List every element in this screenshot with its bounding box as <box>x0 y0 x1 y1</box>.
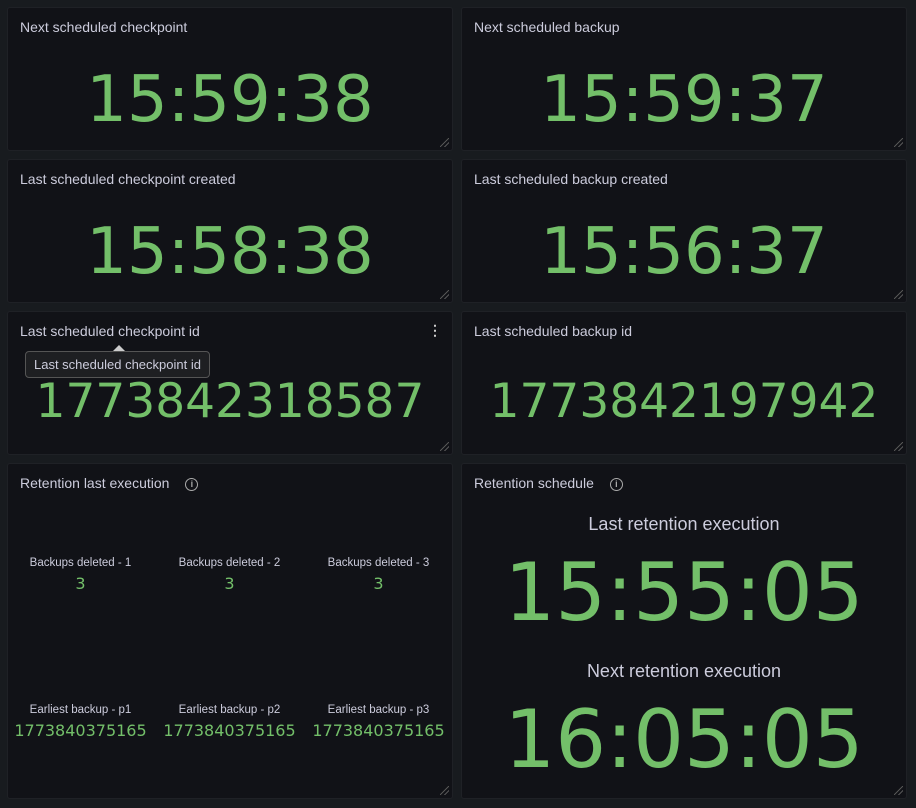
panel-last-checkpoint-id[interactable]: Last scheduled checkpoint id ⋮ Last sche… <box>7 311 453 455</box>
stat-value: 1773842197942 <box>489 374 879 429</box>
stat-cell: Backups deleted - 3 3 <box>306 557 451 593</box>
panel-title: Next scheduled backup <box>474 19 620 35</box>
panel-menu-icon[interactable]: ⋮ <box>428 322 442 338</box>
stat-value: 3 <box>373 574 384 593</box>
panel-title: Last scheduled backup created <box>474 171 668 187</box>
panel-title: Last scheduled checkpoint id <box>20 323 200 339</box>
panel-title: Last scheduled backup id <box>474 323 632 339</box>
stat-cell: Backups deleted - 1 3 <box>8 557 153 593</box>
resize-handle[interactable] <box>894 442 903 451</box>
stat-value: 3 <box>224 574 235 593</box>
panel-retention-schedule[interactable]: Retention schedule i Last retention execu… <box>461 463 907 799</box>
stat-value: 15:55:05 <box>504 546 864 639</box>
panel-title: Next scheduled checkpoint <box>20 19 188 35</box>
stat-cell: Earliest backup - p3 1773840375165 <box>306 704 451 740</box>
stat-label: Backups deleted - 3 <box>327 557 430 569</box>
stat-value: 15:58:38 <box>86 215 374 289</box>
info-icon[interactable]: i <box>609 478 623 491</box>
stat-label: Earliest backup - p2 <box>178 704 281 716</box>
panel-title: Last scheduled checkpoint created <box>20 171 236 187</box>
panel-title: Retention schedule <box>474 475 594 491</box>
stat-label: Last retention execution <box>588 514 780 534</box>
stat-label: Backups deleted - 1 <box>29 557 132 569</box>
resize-handle[interactable] <box>440 290 449 299</box>
stat-label: Backups deleted - 2 <box>178 557 281 569</box>
resize-handle[interactable] <box>894 138 903 147</box>
resize-handle[interactable] <box>440 138 449 147</box>
resize-handle[interactable] <box>894 290 903 299</box>
stat-value: 1773842318587 <box>35 374 425 429</box>
stat-label: Earliest backup - p1 <box>29 704 132 716</box>
stat-cell: Earliest backup - p2 1773840375165 <box>157 704 302 740</box>
stat-cell: Earliest backup - p1 1773840375165 <box>8 704 153 740</box>
stat-label: Next retention execution <box>586 661 782 681</box>
stat-value: 1773840375165 <box>163 721 296 740</box>
stat-value: 1773840375165 <box>312 721 445 740</box>
stat-value: 15:56:37 <box>540 215 828 289</box>
resize-handle[interactable] <box>440 786 449 795</box>
panel-title-wrap: Retention schedule i <box>474 475 623 491</box>
panel-next-backup[interactable]: Next scheduled backup 15:59:37 <box>461 7 907 151</box>
panel-title-wrap: Retention last execution i <box>20 475 199 491</box>
stat-value: 15:59:37 <box>540 63 828 137</box>
stat-value: 16:05:05 <box>504 693 864 786</box>
panel-next-checkpoint[interactable]: Next scheduled checkpoint 15:59:38 <box>7 7 453 151</box>
panel-retention-last[interactable]: Retention last execution i Backups delete… <box>7 463 453 799</box>
stat-value: 3 <box>75 574 86 593</box>
panel-last-checkpoint-created[interactable]: Last scheduled checkpoint created 15:58:… <box>7 159 453 303</box>
panel-title: Retention last execution <box>20 475 170 491</box>
stat-cell: Backups deleted - 2 3 <box>157 557 302 593</box>
resize-handle[interactable] <box>894 786 903 795</box>
stat-value: 1773840375165 <box>14 721 147 740</box>
panel-last-backup-created[interactable]: Last scheduled backup created 15:56:37 <box>461 159 907 303</box>
stat-value: 15:59:38 <box>86 63 374 137</box>
title-tooltip: Last scheduled checkpoint id <box>25 345 210 378</box>
resize-handle[interactable] <box>440 442 449 451</box>
panel-last-backup-id[interactable]: Last scheduled backup id 1773842197942 <box>461 311 907 455</box>
info-icon[interactable]: i <box>185 478 199 491</box>
stat-label: Earliest backup - p3 <box>327 704 430 716</box>
